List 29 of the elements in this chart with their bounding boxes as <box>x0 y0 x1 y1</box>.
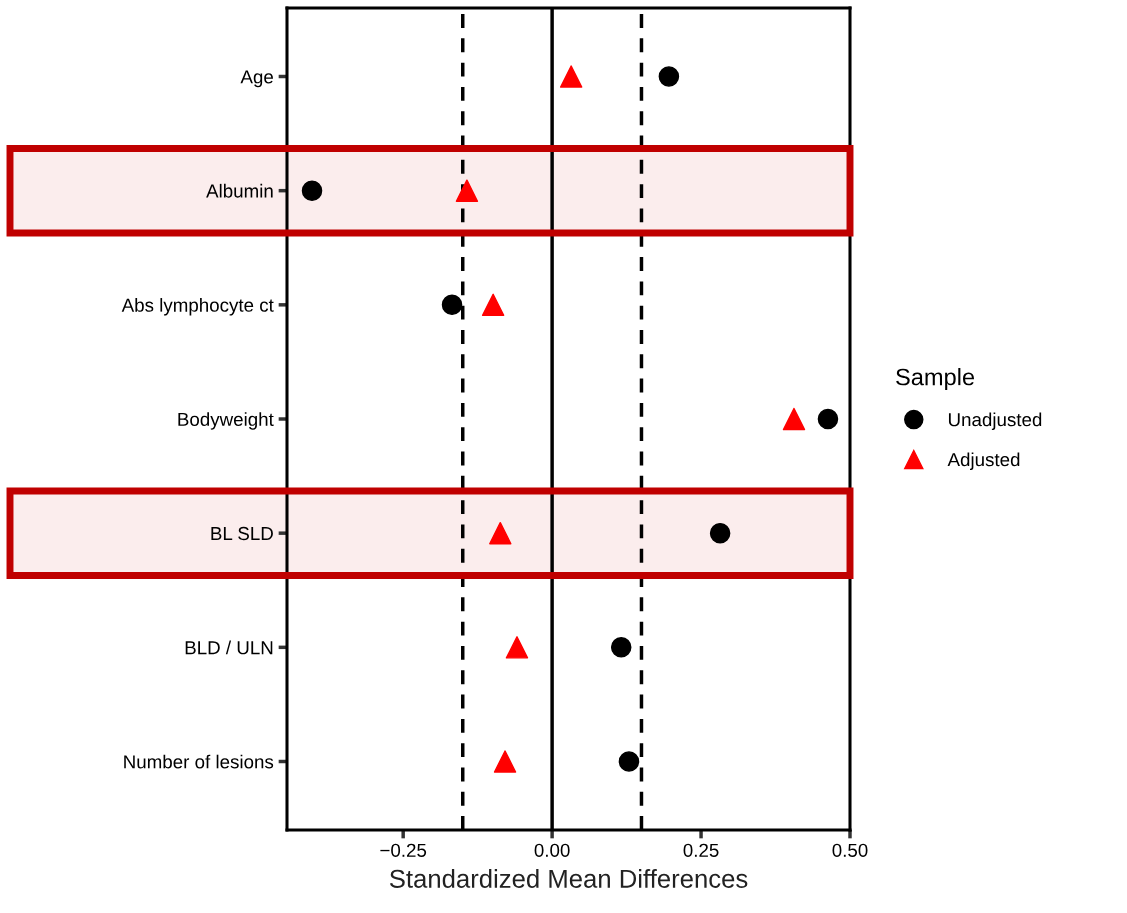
legend-title: Sample <box>896 368 975 391</box>
x-tick-label: 0.00 <box>534 843 570 857</box>
y-tick-label: Abs lymphocyte ct <box>121 298 274 316</box>
point <box>610 637 632 658</box>
x-tick-label: 0.50 <box>832 843 868 857</box>
point <box>817 408 839 430</box>
legend-label: Adjusted <box>947 452 1020 470</box>
y-tick-label: Albumin <box>206 183 273 198</box>
point <box>618 751 640 772</box>
point <box>481 293 505 317</box>
point <box>658 66 680 87</box>
x-tick-label: 0.25 <box>683 843 719 857</box>
point <box>709 522 731 544</box>
y-tick-label: Age <box>240 70 273 88</box>
point <box>559 65 583 88</box>
y-tick-label: BLD / ULN <box>185 640 273 655</box>
point <box>782 407 806 431</box>
legend-label: Unadjusted <box>948 412 1042 430</box>
point <box>505 636 529 659</box>
x-axis-title: Standardized Mean Differences <box>389 869 748 888</box>
y-tick-label: Bodyweight <box>178 412 274 430</box>
y-tick-label: BL SLD <box>211 526 273 541</box>
y-tick-label: Number of lesions <box>124 754 274 769</box>
point <box>455 179 479 202</box>
x-tick-label: −0.25 <box>380 843 427 857</box>
point <box>441 294 463 316</box>
point <box>301 180 323 201</box>
point <box>493 750 517 773</box>
point <box>489 521 512 545</box>
